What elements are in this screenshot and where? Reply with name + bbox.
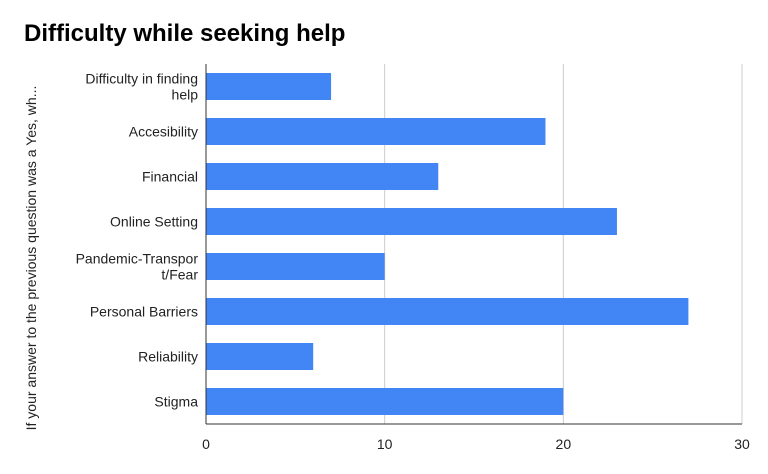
category-label: Personal Barriers [90,304,198,320]
bar [206,208,617,235]
x-tick-label: 30 [734,436,750,452]
category-label: Stigma [154,394,198,410]
category-label: Online Setting [110,214,198,230]
category-label: Difficulty in finding help [85,71,198,103]
bar [206,298,689,325]
bar [206,253,385,280]
bar [206,163,439,190]
x-tick-label: 20 [556,436,572,452]
bar [206,118,546,145]
y-axis-title: If your answer to the previous question … [23,86,39,431]
chart-title: Difficulty while seeking help [24,20,346,47]
bar [206,388,564,415]
bar [206,73,332,100]
category-labels: Difficulty in finding help Accesibility Fin… [76,71,199,410]
category-label: Pandemic-Transpor t/Fear [76,251,199,283]
x-tick-labels: 0 10 20 30 [202,436,750,452]
category-label: Financial [142,169,198,185]
axes [205,64,742,425]
category-label: Reliability [138,349,198,365]
x-tick-label: 0 [202,436,210,452]
bars [206,73,689,415]
x-tick-label: 10 [377,436,393,452]
bar [206,343,314,370]
category-label: Accesibility [129,124,198,140]
